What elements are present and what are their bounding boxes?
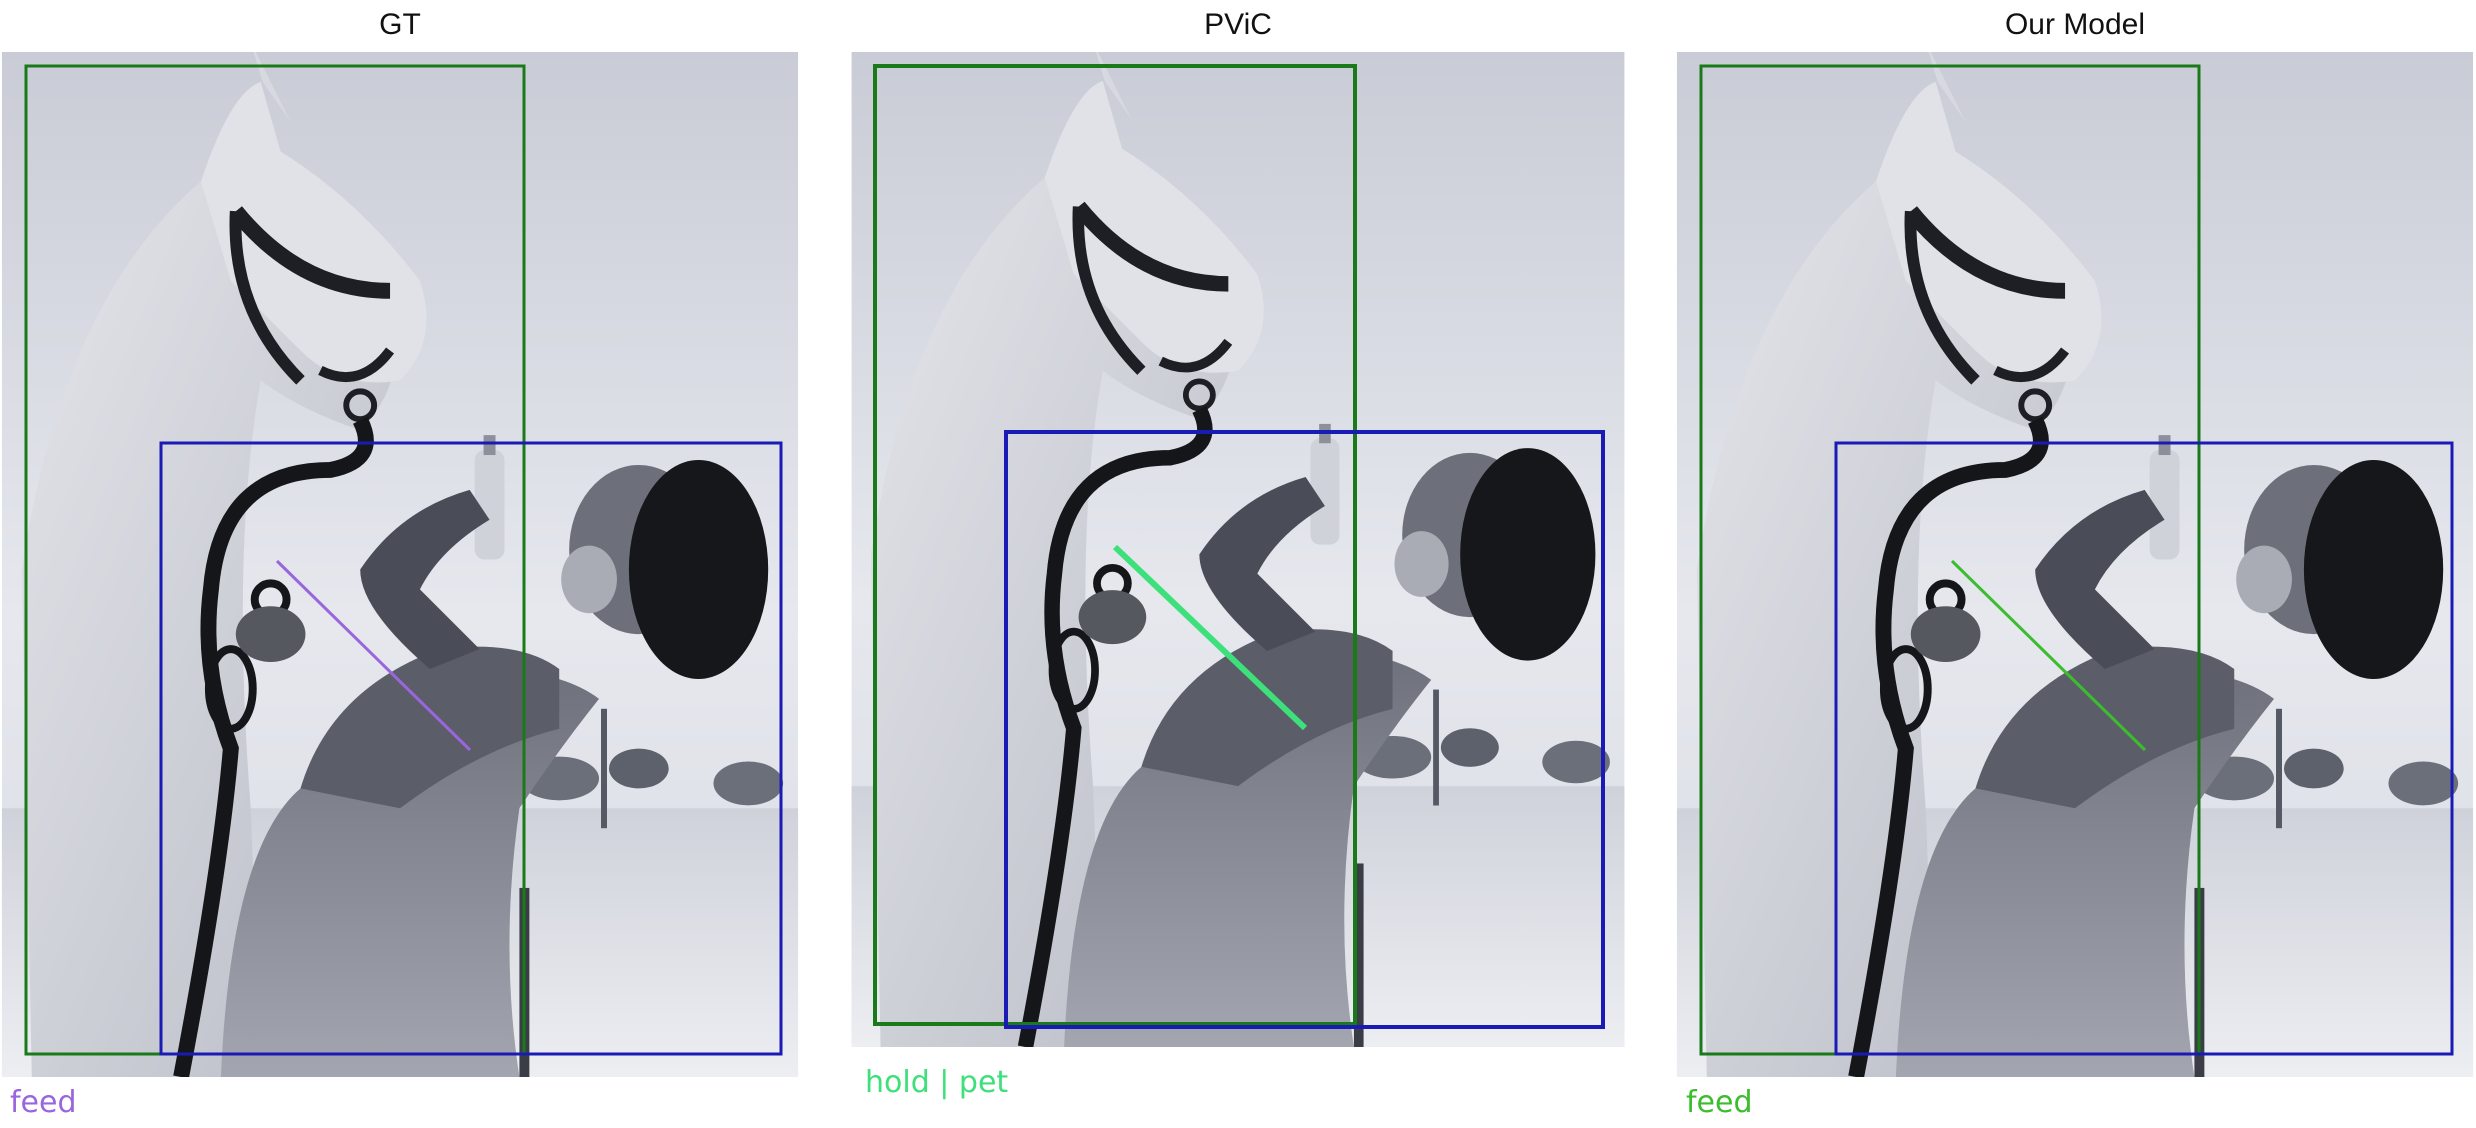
caption-pvic: hold | pet bbox=[865, 1065, 1009, 1100]
caption-our-model: feed bbox=[1686, 1085, 1753, 1120]
photo-pvic bbox=[849, 52, 1627, 1047]
caption-gt: feed bbox=[10, 1085, 77, 1120]
interaction-line bbox=[1112, 544, 1308, 731]
interaction-line bbox=[275, 559, 472, 752]
panel-title-our-model: Our Model bbox=[2004, 8, 2146, 41]
panel-title-pvic: PViC bbox=[1204, 8, 1272, 41]
photo-our-model bbox=[1675, 52, 2475, 1077]
photo-gt bbox=[0, 52, 800, 1077]
human-box-woman bbox=[1004, 430, 1605, 1029]
panel-title-gt: GT bbox=[379, 8, 421, 41]
human-box-woman bbox=[159, 441, 783, 1056]
human-box-woman bbox=[1834, 441, 2454, 1056]
interaction-line bbox=[1950, 559, 2147, 752]
object-box-horse bbox=[873, 64, 1357, 1026]
